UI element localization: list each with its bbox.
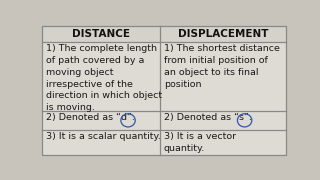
Polygon shape xyxy=(43,26,285,155)
Text: 2) Denoted as “d”.: 2) Denoted as “d”. xyxy=(46,114,135,123)
Text: DISTANCE: DISTANCE xyxy=(72,29,130,39)
Text: 3) It is a scalar quantity.: 3) It is a scalar quantity. xyxy=(46,132,161,141)
Text: 1) The complete length
of path covered by a
moving object
irrespective of the
di: 1) The complete length of path covered b… xyxy=(46,44,162,112)
Text: DISPLACEMENT: DISPLACEMENT xyxy=(178,29,268,39)
Text: 1) The shortest distance
from initial position of
an object to its final
positio: 1) The shortest distance from initial po… xyxy=(164,44,280,89)
Polygon shape xyxy=(43,26,285,42)
Text: 2) Denoted as “s”.: 2) Denoted as “s”. xyxy=(164,114,252,123)
Text: 3) It is a vector
quantity.: 3) It is a vector quantity. xyxy=(164,132,236,153)
